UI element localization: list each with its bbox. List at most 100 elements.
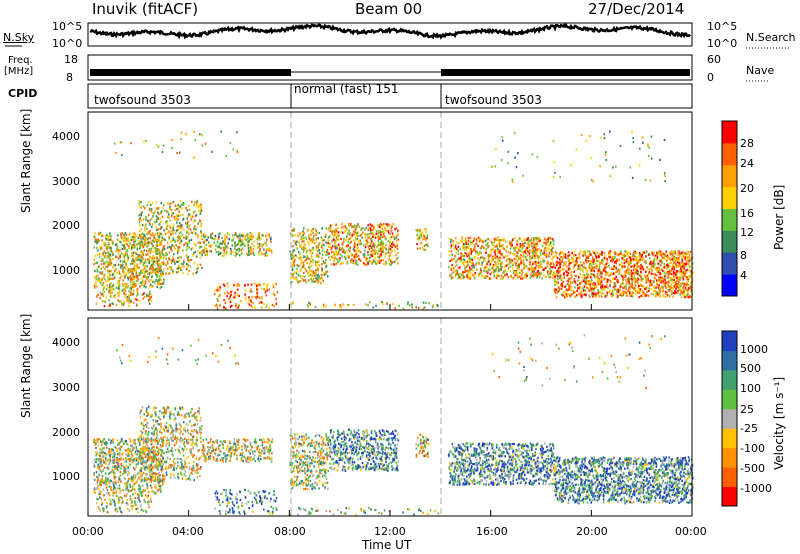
power-data-echo <box>120 232 123 235</box>
power-data-echo <box>455 251 457 255</box>
power-data-echo <box>236 235 238 238</box>
power-data-echo <box>519 277 522 280</box>
power-data-echo <box>649 281 652 284</box>
power-data-echo <box>464 240 466 243</box>
power-data-echo <box>618 269 620 272</box>
power-data-echo <box>570 271 573 274</box>
power-data-echo <box>168 251 171 254</box>
power-data-echo <box>128 290 130 293</box>
power-data-echo <box>515 262 518 265</box>
power-data-echo <box>193 210 196 213</box>
power-data-echo <box>458 241 460 245</box>
power-data-echo <box>661 279 664 282</box>
power-data-echo <box>422 238 424 241</box>
power-data-echo <box>182 263 184 266</box>
power-data-echo <box>121 304 123 307</box>
power-data-echo <box>661 269 664 273</box>
power-data-echo <box>491 271 493 274</box>
power-data-echo <box>662 278 664 281</box>
power-data-echo <box>307 279 310 282</box>
power-data-echo <box>604 266 606 269</box>
power-data-echo <box>397 262 399 265</box>
beam-title: Beam 00 <box>355 0 423 18</box>
power-data-echo <box>180 262 183 265</box>
power-data-echo <box>597 282 600 285</box>
power-data-echo <box>109 249 112 252</box>
power-data-echo <box>595 255 598 259</box>
power-data-echo <box>635 258 637 261</box>
nsearch-tick-bottom: 10^0 <box>707 37 738 50</box>
power-data-echo <box>542 260 544 263</box>
power-data-echo <box>120 264 122 267</box>
power-data-echo <box>385 243 387 246</box>
power-data-echo <box>225 250 228 253</box>
power-data-echo <box>606 283 608 286</box>
power-data-echo <box>315 261 318 264</box>
power-data-echo <box>135 294 138 297</box>
power-data-echo <box>556 274 558 277</box>
power-data-echo <box>665 250 667 253</box>
power-data-echo <box>162 247 165 250</box>
power-data-echo <box>226 237 229 240</box>
power-data-echo <box>616 279 618 282</box>
power-data-echo <box>230 293 232 297</box>
power-data-echo <box>377 230 380 233</box>
power-data-echo <box>171 256 174 259</box>
power-data-echo <box>135 270 138 273</box>
power-data-echo <box>149 203 152 206</box>
power-data-echo <box>350 259 352 262</box>
power-data-echo <box>423 237 426 240</box>
power-data-echo <box>254 306 256 309</box>
nave-label: Nave <box>746 64 775 77</box>
power-data-echo <box>254 296 257 299</box>
power-data-echo <box>450 268 453 271</box>
power-data-echo <box>505 250 507 253</box>
power-data-echo <box>654 295 657 298</box>
power-data-echo <box>660 277 663 280</box>
power-data-echo <box>117 234 119 237</box>
power-data-echo <box>120 300 122 303</box>
power-data-echo <box>139 285 141 288</box>
power-data-echo <box>594 266 596 269</box>
power-data-echo <box>369 223 372 226</box>
power-data-echo <box>365 257 368 260</box>
power-data-echo <box>139 206 142 209</box>
power-data-echo <box>197 267 199 270</box>
power-data-echo <box>554 275 556 278</box>
power-data-echo <box>487 237 489 241</box>
power-data-echo <box>140 237 142 240</box>
velocity-ytick-4000: 4000 <box>52 336 80 349</box>
power-data-echo <box>143 249 146 252</box>
power-data-echo <box>343 231 346 234</box>
power-data-echo <box>135 256 137 259</box>
power-data-echo <box>140 206 143 209</box>
power-data-echo <box>158 251 160 255</box>
power-data-echo <box>509 260 512 263</box>
power-data-echo <box>135 252 138 255</box>
power-data-echo <box>256 288 258 291</box>
power-data-echo <box>642 257 645 260</box>
power-data-echo <box>96 285 98 288</box>
power-data-echo <box>460 273 463 276</box>
power-data-echo <box>238 294 240 297</box>
power-data-echo <box>426 242 429 245</box>
power-data-echo <box>144 275 147 278</box>
power-data-echo <box>293 229 295 232</box>
power-data-echo <box>329 246 332 249</box>
power-data-echo <box>481 261 483 265</box>
power-data-echo <box>480 252 483 255</box>
power-data-echo <box>532 241 535 244</box>
power-data-echo <box>238 249 241 253</box>
power-data-echo <box>561 257 564 260</box>
power-data-echo <box>475 242 477 246</box>
power-data-echo <box>157 235 160 238</box>
power-data-echo <box>379 247 382 250</box>
power-data-echo <box>187 259 189 262</box>
power-data-echo <box>623 253 625 256</box>
power-data-echo <box>623 262 626 265</box>
power-data-echo <box>598 283 601 286</box>
power-data-echo <box>516 243 518 246</box>
power-data-echo <box>543 268 545 271</box>
power-data-echo <box>210 250 213 253</box>
power-data-echo <box>522 244 524 247</box>
